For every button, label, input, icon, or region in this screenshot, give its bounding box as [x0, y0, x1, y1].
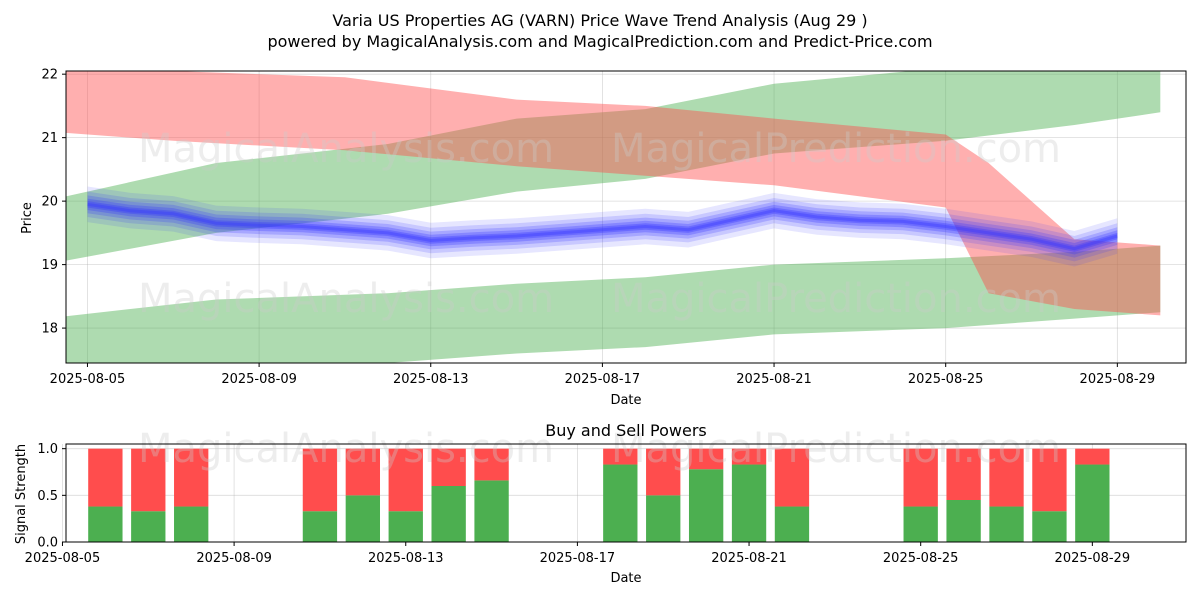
buy-bar-1	[131, 511, 166, 542]
buy-bar-14	[946, 500, 981, 542]
price-xlabel: Date	[610, 393, 641, 408]
band-red-2	[66, 71, 1161, 316]
price-frame	[65, 70, 1187, 364]
price-plot-area	[66, 71, 1186, 363]
watermark-2: MagicalAnalysis.com	[138, 276, 554, 322]
band-green-0	[66, 71, 1161, 261]
chart-title: Varia US Properties AG (VARN) Price Wave…	[332, 11, 867, 30]
signal-xtick-label-6: 2025-08-29	[1055, 551, 1131, 566]
price-ytick-label-0: 18	[41, 322, 58, 337]
price-ylabel: Price	[20, 202, 35, 234]
buy-bar-0	[88, 506, 123, 542]
buy-bar-11	[731, 464, 767, 542]
sell-bar-3	[302, 448, 338, 512]
sell-bar-4	[345, 448, 381, 496]
buy-bar-13	[903, 506, 938, 542]
price-xtick-label-3: 2025-08-17	[565, 372, 641, 387]
signal-xtick-label-4: 2025-08-21	[711, 551, 787, 566]
buy-bar-4	[345, 495, 381, 542]
watermark-0: MagicalAnalysis.com	[138, 126, 554, 172]
buy-bar-12	[774, 506, 810, 542]
buy-bar-3	[302, 511, 338, 542]
signal-ylabel: Signal Strength	[14, 444, 29, 544]
watermark-1: MagicalPrediction.com	[611, 126, 1061, 172]
signal-ytick-label-0: 0.0	[37, 536, 58, 551]
price-xtick-label-4: 2025-08-21	[736, 372, 812, 387]
wave-line	[87, 202, 1118, 251]
sell-bar-16	[1032, 448, 1067, 512]
signal-watermark-0: MagicalAnalysis.com	[138, 426, 554, 472]
buy-bar-17	[1075, 464, 1110, 542]
signal-xtick-label-5: 2025-08-25	[883, 551, 959, 566]
signal-xtick-label-1: 2025-08-09	[196, 551, 272, 566]
buy-bar-6	[431, 486, 466, 542]
signal-ytick-label-1: 0.5	[37, 489, 58, 504]
sell-bar-15	[989, 448, 1024, 507]
signal-xlabel: Date	[610, 571, 641, 586]
buy-bar-7	[474, 480, 509, 542]
signal-title: Buy and Sell Powers	[545, 421, 707, 440]
sell-bar-6	[431, 448, 466, 486]
buy-bar-8	[603, 464, 638, 542]
sell-bar-5	[388, 448, 423, 512]
price-xtick-label-2: 2025-08-13	[393, 372, 469, 387]
signal-panel: MagicalAnalysis.com MagicalPrediction.com…	[25, 426, 1187, 566]
wave-ribbon-3	[87, 198, 1118, 255]
buy-bar-16	[1032, 511, 1067, 542]
price-xtick-label-5: 2025-08-25	[908, 372, 984, 387]
sell-bar-8	[603, 448, 638, 465]
price-ytick-label-1: 19	[41, 258, 58, 273]
sell-bar-17	[1075, 448, 1110, 465]
wave-ribbon-0	[87, 186, 1118, 267]
sell-bar-14	[946, 448, 981, 500]
sell-bar-13	[903, 448, 938, 507]
price-panel: MagicalAnalysis.com MagicalPrediction.com…	[41, 68, 1187, 387]
signal-watermark-1: MagicalPrediction.com	[611, 426, 1061, 472]
price-xtick-label-0: 2025-08-05	[50, 372, 126, 387]
signal-xtick-label-2: 2025-08-13	[368, 551, 444, 566]
signal-xtick-label-3: 2025-08-17	[540, 551, 616, 566]
wave-ribbon-4	[87, 201, 1118, 252]
sell-bar-12	[774, 448, 810, 507]
sell-bar-7	[474, 448, 509, 481]
band-green-1	[66, 245, 1161, 363]
buy-bar-2	[174, 506, 209, 542]
sell-bar-1	[131, 448, 166, 512]
price-ytick-label-4: 22	[41, 68, 58, 83]
buy-bar-5	[388, 511, 423, 542]
price-xtick-label-6: 2025-08-29	[1080, 372, 1156, 387]
buy-bar-15	[989, 506, 1024, 542]
sell-bar-9	[646, 448, 681, 496]
buy-bar-10	[688, 469, 724, 542]
watermark-3: MagicalPrediction.com	[611, 276, 1061, 322]
chart-subtitle: powered by MagicalAnalysis.com and Magic…	[267, 32, 932, 51]
signal-ytick-label-2: 1.0	[37, 442, 58, 457]
price-ytick-label-3: 21	[41, 131, 58, 146]
price-ytick-label-2: 20	[41, 195, 58, 210]
wave-ribbon-2	[87, 195, 1118, 258]
sell-bar-10	[688, 448, 724, 470]
sell-bar-2	[174, 448, 209, 507]
signal-frame	[65, 443, 1187, 543]
buy-bar-9	[646, 495, 681, 542]
sell-bar-11	[731, 448, 767, 465]
sell-bar-0	[88, 448, 123, 507]
signal-xtick-label-0: 2025-08-05	[25, 551, 101, 566]
price-xtick-label-1: 2025-08-09	[221, 372, 297, 387]
wave-ribbon-1	[87, 191, 1118, 262]
